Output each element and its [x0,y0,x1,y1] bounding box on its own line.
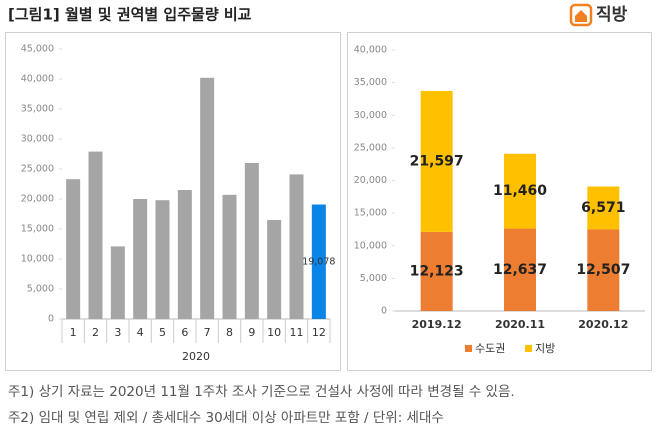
panel [5,32,341,371]
title: [그림1] 월별 및 권역별 입주물량 비교 [8,6,252,24]
bar [311,204,326,319]
x-tick-label: 11 [290,326,304,339]
x-tick-label: 7 [204,326,211,339]
y-tick-label: 40,000 [354,45,387,56]
y-tick-label: 25,000 [21,164,54,175]
y-tick-label: 5,000 [360,273,387,284]
bar [267,220,282,319]
bar [289,174,304,319]
note: 주2) 임대 및 연립 제외 / 총세대수 30세대 이상 아파트만 포함 / … [8,410,444,426]
y-tick-label: 40,000 [21,74,54,85]
bar-segment [587,229,620,311]
y-tick-label: 0 [381,306,387,317]
x-tick-label: 2 [92,326,99,339]
bar [66,179,81,319]
legend-swatch [465,345,472,352]
y-tick-label: 0 [48,314,54,325]
note: 주1) 상기 자료는 2020년 11월 1주차 조사 기준으로 건설사 사정에… [8,384,515,400]
y-tick-label: 20,000 [21,194,54,205]
data-label: 12,507 [576,262,630,278]
bar [155,200,170,319]
bar-segment [587,186,620,230]
logo-icon-house [575,10,587,22]
x-tick-label: 3 [114,326,121,339]
x-tick-label: 10 [267,326,281,339]
panel [347,32,652,371]
legend-label: 지방 [535,342,555,355]
logo: 직방 [596,5,628,25]
bar [244,163,259,319]
data-label: 12,637 [493,262,547,278]
bar [177,190,192,319]
y-tick-label: 20,000 [354,175,387,186]
y-tick-label: 15,000 [21,224,54,235]
y-tick-label: 25,000 [354,142,387,153]
x-tick-label: 8 [226,326,233,339]
bar [222,194,237,319]
y-tick-label: 5,000 [27,284,54,295]
y-tick-label: 30,000 [354,110,387,121]
legend-swatch [525,345,532,352]
bar-segment [504,153,536,229]
x-tick-label: 4 [137,326,144,339]
data-label: 12,123 [410,263,464,279]
bar [110,246,125,319]
bar [133,199,148,319]
y-tick-label: 30,000 [21,134,54,145]
x-axis-label: 2020 [182,350,210,363]
x-tick-label: 2019.12 [412,318,462,331]
x-tick-label: 2020.11 [495,318,545,331]
y-tick-label: 45,000 [21,44,54,55]
bar [200,77,215,319]
bar [88,151,103,319]
data-label: 19,078 [302,256,335,267]
y-tick-label: 35,000 [21,104,54,115]
y-tick-label: 10,000 [354,240,387,251]
x-tick-label: 2020.12 [578,318,628,331]
bar-segment [420,231,453,311]
data-label: 21,597 [410,153,464,169]
bar-segment [504,228,536,311]
x-tick-label: 12 [312,326,326,339]
bar-segment [420,90,453,232]
legend-label: 수도권 [475,342,505,355]
logo-icon [569,3,593,27]
x-tick-label: 6 [181,326,188,339]
y-tick-label: 15,000 [354,208,387,219]
x-tick-label: 9 [248,326,255,339]
y-tick-label: 10,000 [21,254,54,265]
data-label: 6,571 [581,200,625,216]
y-tick-label: 35,000 [354,77,387,88]
data-label: 11,460 [493,183,547,199]
x-tick-label: 5 [159,326,166,339]
x-tick-label: 1 [70,326,77,339]
